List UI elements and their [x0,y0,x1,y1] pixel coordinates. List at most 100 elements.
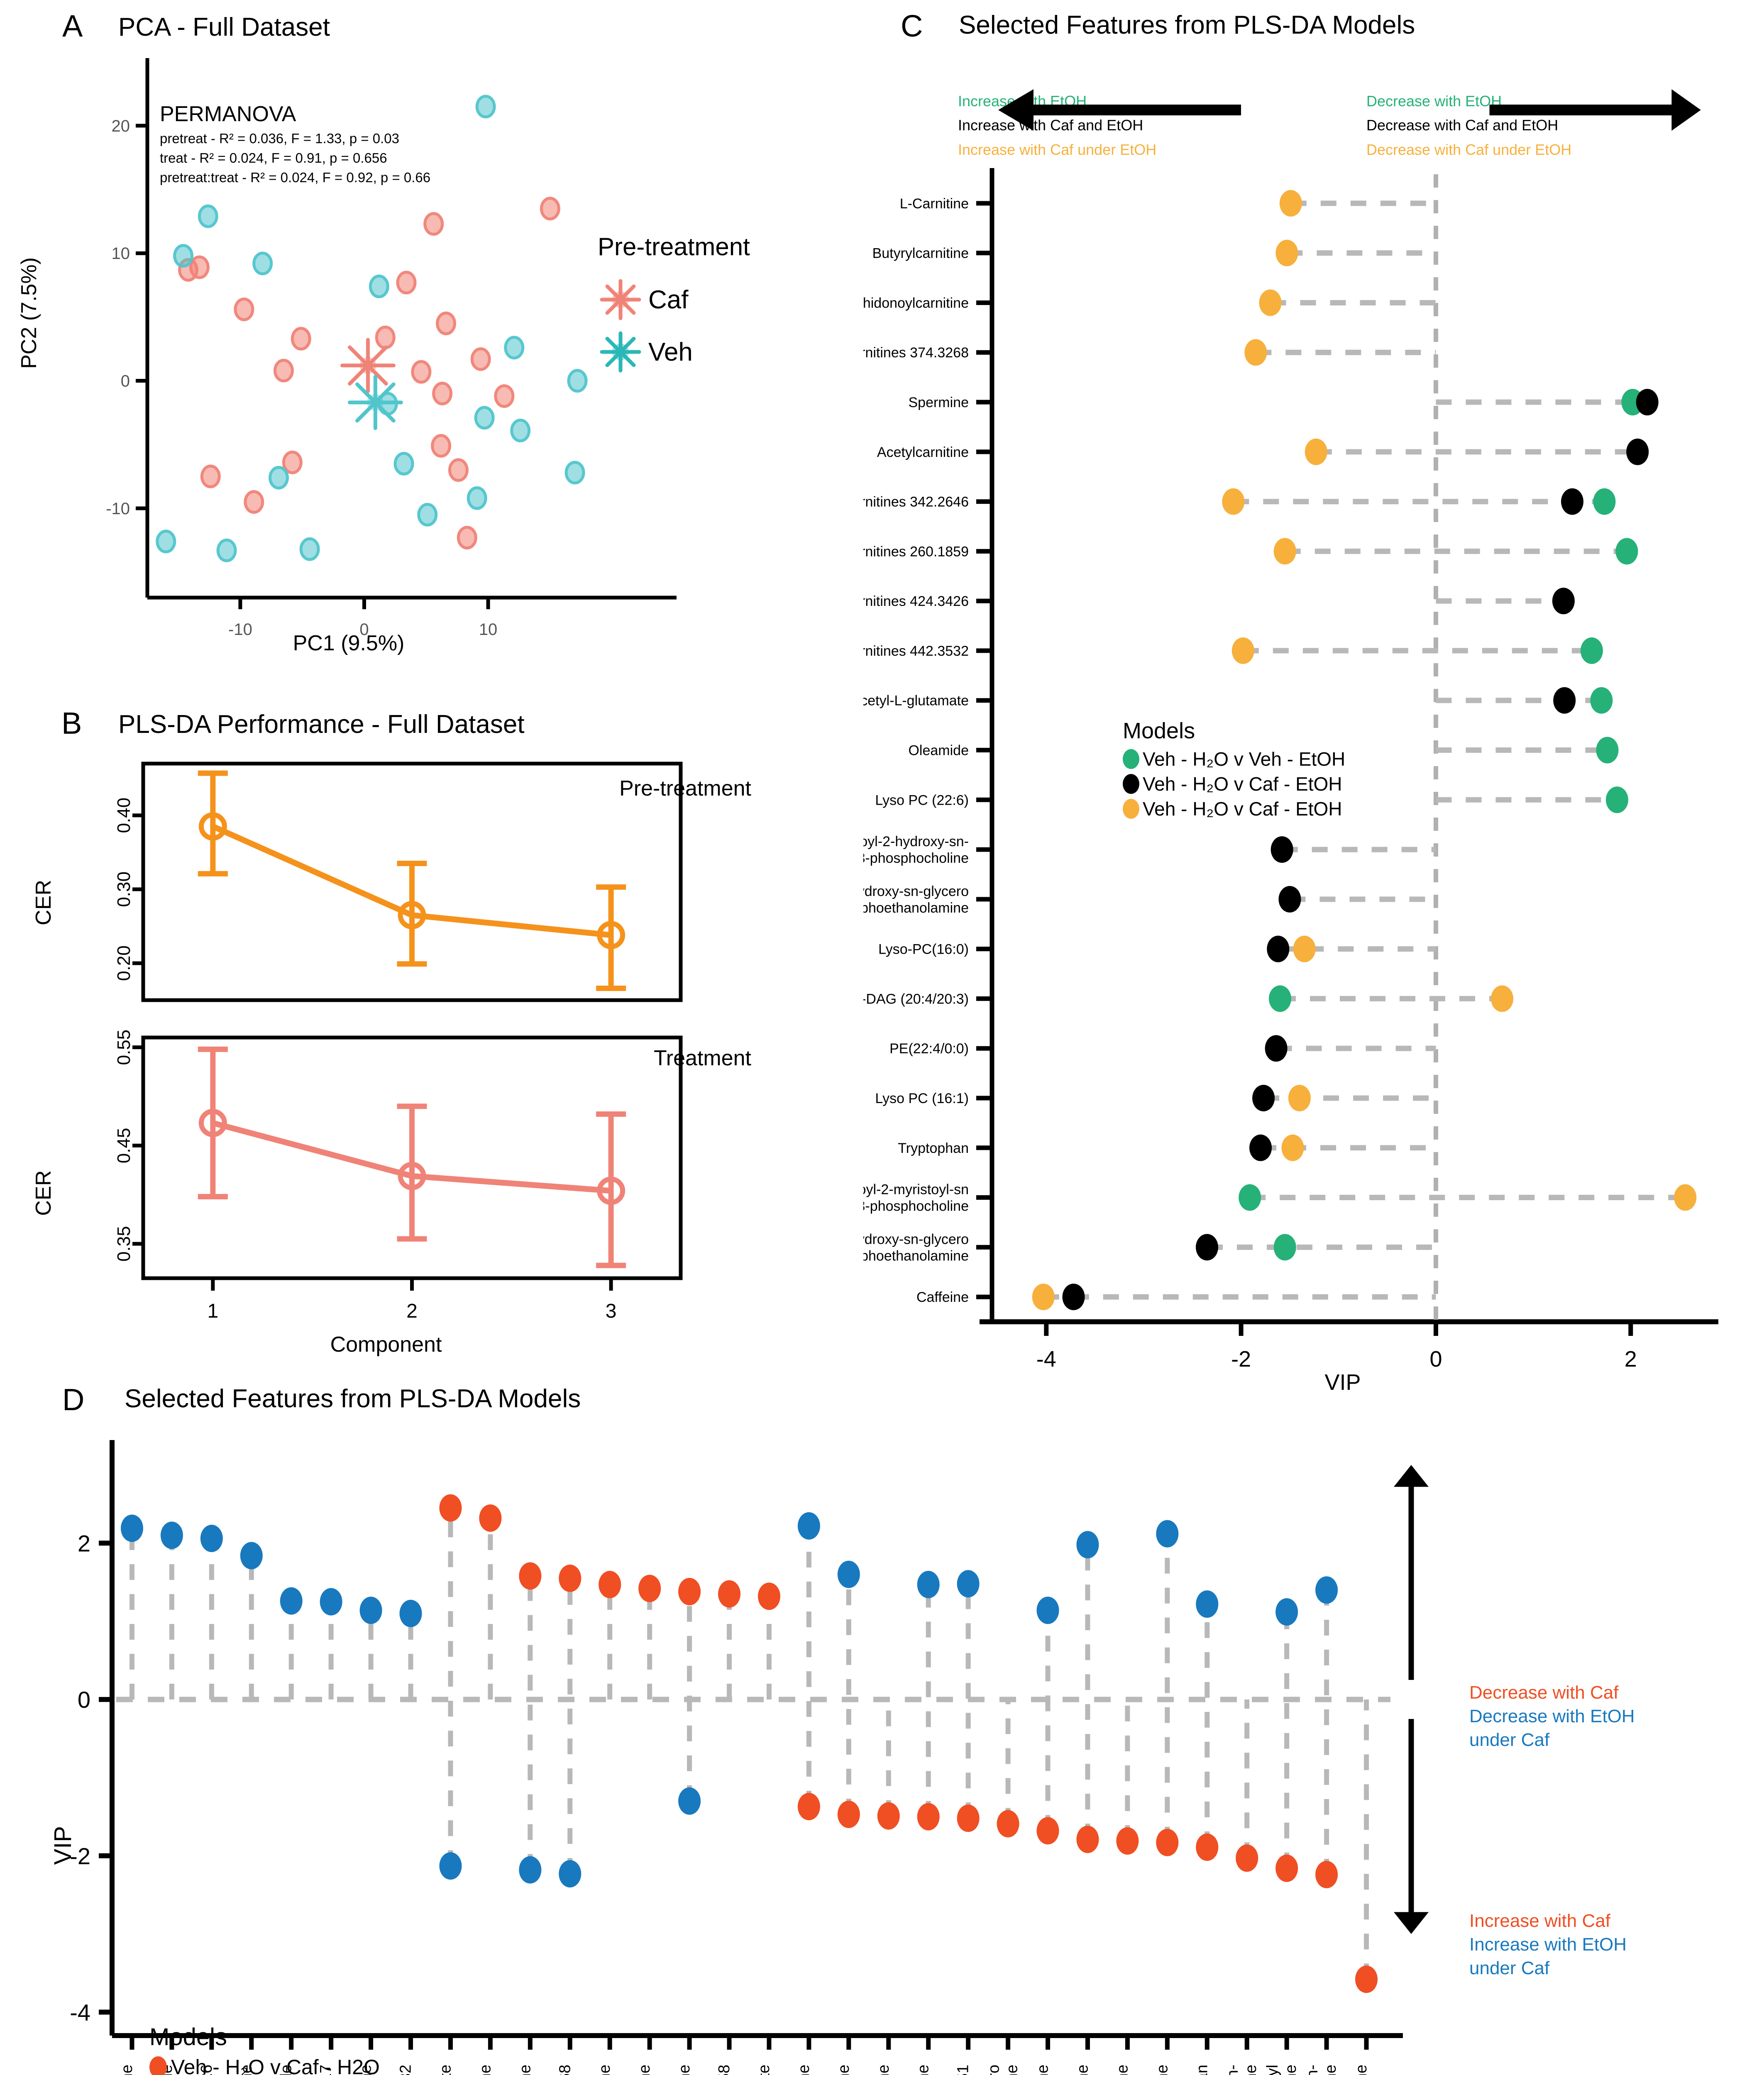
svg-text:2: 2 [78,1530,90,1556]
panel-b: B PLS-DA Performance - Full Dataset 0.20… [0,681,863,1378]
svg-text:Phenylalanine: Phenylalanine [1153,2065,1171,2075]
svg-text:2: 2 [1625,1347,1637,1372]
svg-text:-3-phosphoethanolamine: -3-phosphoethanolamine [863,1248,969,1264]
svg-text:Indole-3-acetyl-L-glutamate: Indole-3-acetyl-L-glutamate [755,2065,773,2075]
svg-text:Spermidine: Spermidine [118,2065,136,2075]
svg-text:1-Stearoyl-2-hydroxy-sn-: 1-Stearoyl-2-hydroxy-sn- [1224,2065,1241,2075]
svg-text:Tryptophan: Tryptophan [1193,2065,1211,2075]
svg-text:Stearoylcarnitine: Stearoylcarnitine [875,2065,892,2075]
legend-item-veh-caf-h2o[interactable]: Veh - H₂O v Caf - H2O [149,2055,384,2075]
svg-text:1-Palmitoyl-2-hydroxy-sn-glyce: 1-Palmitoyl-2-hydroxy-sn-glycero [863,1231,969,1247]
legend-label-veh-veh-etoh: Veh - H₂O v Veh - EtOH [1143,748,1346,770]
svg-text:0.20: 0.20 [114,945,134,981]
legend-item-veh-caf-etoh-orange[interactable]: Veh - H₂O v Caf - EtOH [1123,798,1345,820]
svg-text:Indole-3-acetyl-L-glutamate: Indole-3-acetyl-L-glutamate [863,693,969,709]
svg-text:Acetylcarnitine: Acetylcarnitine [476,2065,494,2075]
legend-item-veh-veh-etoh[interactable]: Veh - H₂O v Veh - EtOH [1123,748,1345,770]
svg-text:Lyso-PC(16:0): Lyso-PC(16:0) [878,942,969,957]
svg-text:Oleamide: Oleamide [278,2065,295,2075]
svg-text:Fatty acyl carnitines 442.3532: Fatty acyl carnitines 442.3532 [397,2065,415,2075]
panel-c-annot-right: Decrease with EtOH Decrease with Caf and… [1366,89,1571,162]
svg-text:-4: -4 [1036,1347,1056,1372]
svg-text:N-Tetracosenoyl-4-sphingenine: N-Tetracosenoyl-4-sphingenine [915,2065,932,2075]
panel-c-svg: -4 -2 0 2 L-Carnitine Butyrylcarnitine Arachid… [863,89,1718,1372]
svg-text:Spermine: Spermine [908,395,969,410]
svg-text:-3-phosphoethanolamine: -3-phosphoethanolamine [1004,2065,1021,2075]
annot-decrease-caf-etoh: Decrease with Caf and EtOH [1366,117,1559,134]
legend-item-veh-caf-etoh-black[interactable]: Veh - H₂O v Caf - EtOH [1123,773,1345,795]
annot-increase-caf-etoh: Increase with Caf and EtOH [958,117,1143,134]
svg-text:PC-DAG (20:4/20:3): PC-DAG (20:4/20:3) [863,991,969,1007]
svg-text:0.45: 0.45 [114,1128,134,1164]
panel-a: A PCA - Full Dataset -10 0 10 -10 0 10 20 PERM… [0,0,863,672]
svg-text:-10: -10 [228,620,252,639]
legend-dot-green [1123,749,1139,769]
svg-text:Fatty acyl carnitines 262.1651: Fatty acyl carnitines 262.1651 [955,2065,972,2075]
svg-text:glycero-3-phosphoethanolamine: glycero-3-phosphoethanolamine [1322,2065,1339,2075]
annot-decrease-caf-under-etoh: Decrease with Caf under EtOH [1366,141,1572,158]
legend-label-veh-caf-h2o: Veh - H₂O v Caf - H2O [171,2055,380,2075]
panel-c: C Selected Features from PLS-DA Models I… [863,0,1764,1411]
annot-d-increase-caf: Increase with Caf [1469,1911,1610,1931]
svg-text:glycero-3-phosphocholine: glycero-3-phosphocholine [863,850,969,866]
panel-a-ylabel: PC2 (7.5%) [17,257,41,369]
svg-text:0: 0 [121,372,130,391]
annot-d-decrease-undercaf: under Caf [1469,1730,1550,1750]
panel-a-xlabel: PC1 (9.5%) [293,631,405,655]
annot-d-decrease-caf: Decrease with Caf [1469,1682,1619,1703]
panel-b-sub2: Treatment [653,1046,751,1070]
panel-a-svg: -10 0 10 -10 0 10 20 [106,58,677,639]
legend-item-veh[interactable]: Veh [598,329,750,375]
svg-text:Stearoyl-L-Carnitine: Stearoyl-L-Carnitine [357,2065,375,2075]
legend-title-models-d: Models [149,2024,227,2051]
svg-text:10: 10 [479,620,498,639]
panel-c-letter: C [901,9,923,43]
svg-text:-sn-glycero-3-phosphocholine: -sn-glycero-3-phosphocholine [1282,2065,1300,2075]
legend-title-pretreatment: Pre-treatment [598,233,750,261]
svg-text:Adenosine: Adenosine [596,2065,613,2075]
svg-text:Fatty acyl carnitines 310.2017: Fatty acyl carnitines 310.2017 [318,2065,335,2075]
panel-d: D Selected Features from PLS-DA Models -… [0,1378,1764,2075]
svg-text:1-Stearoyl-2-hydroxy-sn-: 1-Stearoyl-2-hydroxy-sn- [863,834,969,850]
legend-title-models-c: Models [1123,718,1195,743]
annot-d-increase-undercaf: under Caf [1469,1958,1550,1979]
permanova-line-1: pretreat - R² = 0.036, F = 1.33, p = 0.0… [160,131,399,146]
svg-text:Lauroylcarnitine: Lauroylcarnitine [636,2065,653,2075]
panel-d-svg: -4-202SpermidineHistidineFatty acyl carn… [70,1440,1429,2075]
svg-text:L-Carnitine: L-Carnitine [900,196,969,212]
svg-text:1-Stearoyl-2-hydroxy-sn-glycer: 1-Stearoyl-2-hydroxy-sn-glycero [863,884,969,899]
svg-text:1-Stearoyl-2-myristoyl-sn: 1-Stearoyl-2-myristoyl-sn [863,1182,969,1198]
svg-text:Caffeine: Caffeine [1353,2065,1370,2075]
legend-label-veh-caf-etoh-black: Veh - H₂O v Caf - EtOH [1143,773,1342,795]
svg-text:1-Stearoyl-2-hydroxy-sn-glycer: 1-Stearoyl-2-hydroxy-sn-glycero [985,2065,1003,2075]
svg-text:Fatty acyl carnitines 424.3426: Fatty acyl carnitines 424.3426 [198,2065,215,2075]
svg-text:-2: -2 [1231,1347,1251,1372]
panel-b-sub1: Pre-treatment [619,776,751,801]
panel-b-xlabel: Component [330,1333,442,1357]
svg-text:Oleamide: Oleamide [908,743,969,759]
svg-text:Arachidonoylcarnitine: Arachidonoylcarnitine [863,295,969,311]
annot-increase-caf-under-etoh: Increase with Caf under EtOH [958,141,1157,158]
panel-a-stats: PERMANOVA pretreat - R² = 0.036, F = 1.3… [160,102,430,188]
svg-text:Adenosine monophosphate: Adenosine monophosphate [437,2065,454,2075]
svg-text:1-Palmitoyl-2-hydroxy-sn-: 1-Palmitoyl-2-hydroxy-sn- [1304,2065,1321,2075]
svg-text:0.30: 0.30 [114,872,134,907]
svg-text:Acetylcarnitine: Acetylcarnitine [877,444,969,460]
svg-text:Fatty acyl carnitines 374.3268: Fatty acyl carnitines 374.3268 [863,345,969,361]
legend-item-caf[interactable]: Caf [598,277,750,322]
panel-a-letter: A [62,9,83,43]
svg-text:-4: -4 [70,1999,90,2025]
legend-dot-red [149,2056,167,2075]
panel-b-svg: 0.20 0.30 0.40 0.35 0.45 0.55 1 2 3 [114,762,683,1322]
svg-text:0.55: 0.55 [114,1030,134,1065]
svg-text:Fatty acyl carnitines 260.1859: Fatty acyl carnitines 260.1859 [863,544,969,559]
svg-text:Phosphocholine: Phosphocholine [1114,2065,1131,2075]
panel-c-title: Selected Features from PLS-DA Models [959,11,1415,39]
annot-d-increase-etoh: Increase with EtOH [1469,1934,1627,1955]
permanova-header: PERMANOVA [160,102,296,126]
legend-label-caf: Caf [648,285,689,314]
panel-c-legend: Models Veh - H₂O v Veh - EtOH Veh - H₂O … [1123,718,1345,820]
panel-d-annot-top: Decrease with Caf Decrease with EtOH und… [1469,1681,1635,1752]
svg-text:Fatty acyl carnitines 374.3268: Fatty acyl carnitines 374.3268 [556,2065,574,2075]
panel-d-letter: D [62,1382,85,1417]
